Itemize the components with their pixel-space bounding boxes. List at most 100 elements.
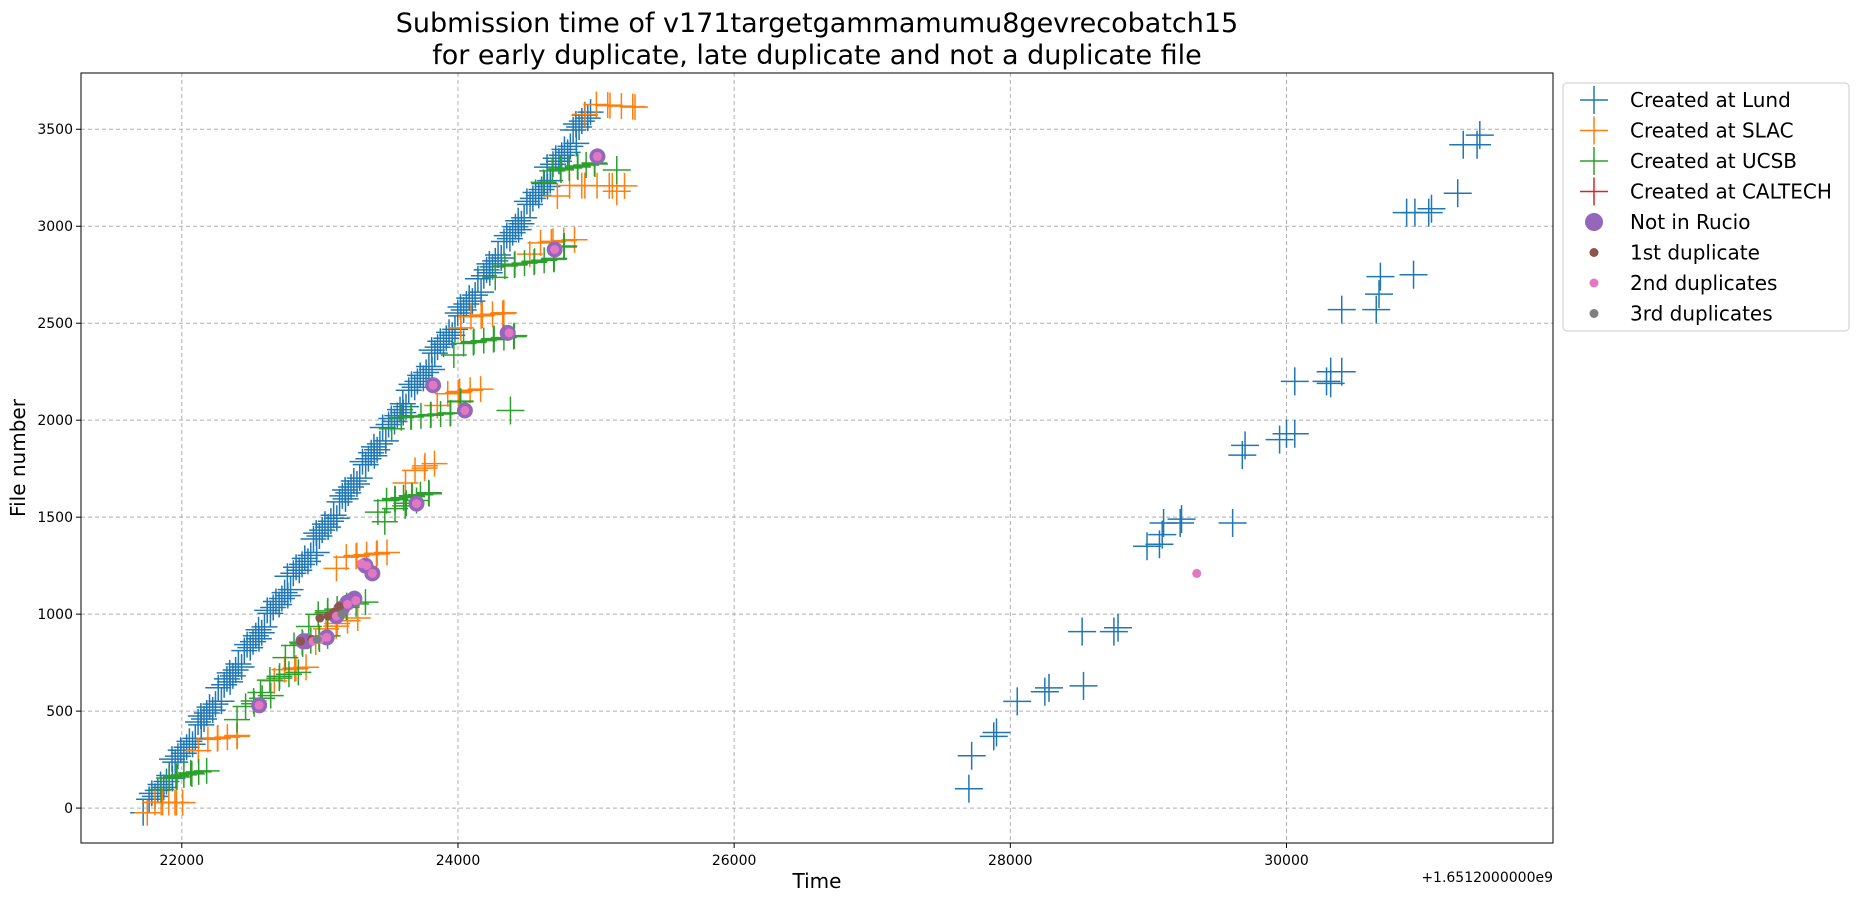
- series-created-at-lund-point: [1316, 369, 1345, 398]
- series-2nd-duplicates-point: [428, 380, 438, 390]
- legend-item: 3rd duplicates: [1589, 302, 1773, 326]
- series-created-at-ucsb-point: [224, 706, 251, 733]
- legend-label: 2nd duplicates: [1630, 271, 1777, 295]
- series-created-at-slac-point: [402, 457, 429, 484]
- series-created-at-lund-point: [1327, 295, 1356, 324]
- series-2nd-duplicates-point: [351, 596, 361, 606]
- series-created-at-lund-point: [577, 99, 604, 126]
- series-created-at-slac-point: [527, 229, 554, 256]
- series-created-at-lund-point: [957, 741, 986, 770]
- series-created-at-slac-point: [373, 539, 400, 566]
- series-1st-duplicate-point: [334, 601, 344, 611]
- series-created-at-lund-point: [982, 718, 1011, 747]
- series-created-at-lund-point: [360, 433, 387, 460]
- series-created-at-lund-point: [1148, 520, 1177, 549]
- series-7: [312, 609, 347, 644]
- series-created-at-lund-point: [228, 653, 255, 680]
- series-created-at-lund-point: [574, 105, 601, 132]
- legend-marker: [1580, 86, 1608, 114]
- series-created-at-slac-point: [490, 299, 517, 326]
- x-axis: 22000 24000 26000 28000 30000: [160, 843, 1309, 869]
- series-2nd-duplicates-point: [504, 328, 514, 338]
- series-created-at-ucsb-point: [501, 251, 528, 278]
- series-created-at-lund-point: [1133, 532, 1162, 561]
- legend-item: Created at SLAC: [1580, 116, 1794, 145]
- series-created-at-lund-point: [954, 774, 983, 803]
- y-tick-label: 0: [64, 801, 73, 817]
- series-created-at-lund-point: [225, 651, 252, 678]
- series-created-at-lund-point: [1365, 280, 1394, 309]
- series-created-at-lund-point: [196, 694, 223, 721]
- legend-item: Created at UCSB: [1580, 147, 1797, 175]
- series-created-at-lund-point: [1366, 262, 1395, 291]
- series-created-at-lund-point: [1068, 617, 1097, 646]
- series-2nd-duplicates-point: [343, 599, 353, 609]
- series-created-at-lund-point: [323, 505, 350, 532]
- series-created-at-lund-point: [413, 359, 440, 386]
- series-2nd-duplicates-point: [412, 499, 422, 509]
- legend-marker: [1580, 116, 1608, 145]
- series-created-at-ucsb-point: [482, 264, 509, 291]
- series-2nd-duplicates-point: [367, 568, 377, 578]
- series-created-at-lund-point: [1104, 613, 1133, 642]
- series-created-at-slac-point: [467, 376, 494, 403]
- chart-subtitle: for early duplicate, late duplicate and …: [432, 40, 1202, 71]
- series-created-at-ucsb-point: [440, 342, 467, 369]
- series-created-at-lund-point: [392, 393, 419, 420]
- series-created-at-lund-point: [343, 471, 370, 498]
- series-created-at-lund-point: [1280, 419, 1309, 448]
- series-created-at-lund-point: [271, 579, 298, 606]
- series-created-at-slac-point: [364, 540, 391, 567]
- y-axis: 0 500 1000 1500 2000 2500 3000 3500: [37, 122, 81, 817]
- legend-marker: [1580, 177, 1608, 206]
- series-created-at-lund-point: [346, 465, 373, 492]
- series-created-at-lund-point: [297, 542, 324, 569]
- series-created-at-slac-point: [323, 555, 350, 582]
- grid: [81, 73, 1553, 843]
- series-created-at-ucsb-point: [511, 250, 538, 277]
- series-created-at-lund-point: [1443, 179, 1472, 208]
- series-created-at-lund-point: [179, 731, 206, 758]
- legend-marker: [1589, 309, 1599, 318]
- series-created-at-slac-point: [469, 302, 496, 329]
- series-2: [148, 149, 631, 803]
- legend-marker: [1585, 213, 1603, 231]
- legend: Created at Lund Created at SLAC Created at…: [1562, 82, 1850, 332]
- series-created-at-lund-point: [291, 545, 318, 572]
- legend-marker: [1589, 278, 1599, 288]
- series-created-at-lund-point: [1218, 508, 1247, 537]
- series-created-at-slac-point: [261, 667, 288, 694]
- series-created-at-lund-point: [1327, 357, 1356, 386]
- series-created-at-slac-point: [333, 544, 360, 571]
- series-created-at-lund-point: [1362, 295, 1391, 324]
- series-created-at-lund-point: [436, 319, 463, 346]
- series-created-at-lund-point: [320, 502, 347, 529]
- series-created-at-ucsb-point: [470, 327, 497, 354]
- series-created-at-slac-point: [204, 724, 231, 751]
- x-tick-label: 22000: [160, 853, 205, 869]
- series-created-at-lund-point: [1417, 194, 1446, 223]
- series-created-at-lund-point: [251, 613, 278, 640]
- series-created-at-lund-point: [441, 316, 468, 343]
- series-created-at-lund-point: [1030, 677, 1059, 706]
- series-created-at-lund-point: [245, 616, 272, 643]
- series-created-at-lund-point: [1166, 508, 1195, 537]
- plot-frame: [80, 72, 1554, 844]
- y-tick-label: 500: [46, 704, 73, 720]
- series-2nd-duplicates-point: [460, 405, 470, 415]
- series-created-at-slac-point: [411, 452, 438, 479]
- series-created-at-lund-point: [208, 688, 235, 715]
- series-created-at-lund-point: [468, 279, 495, 306]
- series-created-at-lund-point: [551, 136, 578, 163]
- legend-marker: [1589, 248, 1599, 257]
- legend-label: Created at SLAC: [1630, 119, 1794, 143]
- series-created-at-lund-point: [1231, 431, 1260, 460]
- series-created-at-ucsb-point: [602, 155, 631, 184]
- series-6: [254, 151, 1202, 710]
- series-created-at-lund-point: [511, 204, 538, 231]
- series-created-at-lund-point: [248, 619, 275, 646]
- series-created-at-ucsb-point: [531, 247, 558, 274]
- series-created-at-lund-point: [1265, 425, 1294, 454]
- series-created-at-slac-point: [572, 101, 599, 128]
- x-tick-label: 30000: [1264, 853, 1309, 869]
